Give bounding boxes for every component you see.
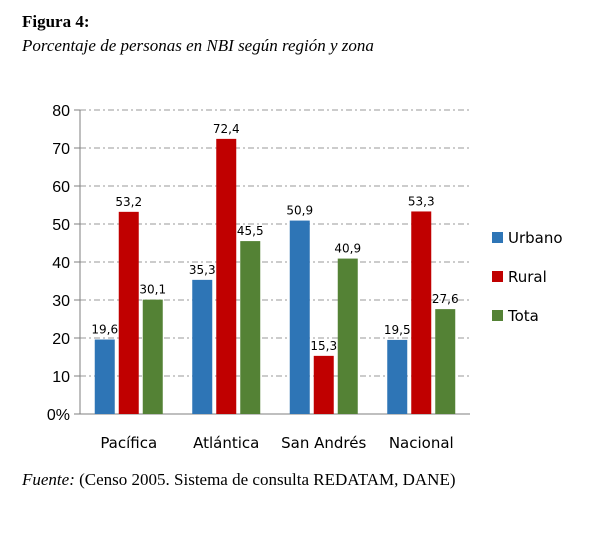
figure-title: Porcentaje de personas en NBI según regi… xyxy=(22,36,374,55)
axes: 0% 10 20 30 40 50 60 70 80 Pacífica Atlántica San A… xyxy=(47,103,470,452)
source-label: Fuente: xyxy=(22,470,75,489)
y-tick-label-70: 70 xyxy=(52,141,70,158)
y-tick-label-60: 60 xyxy=(52,179,70,196)
x-category-label-0: Pacífica xyxy=(100,434,157,452)
bar-urbano-1 xyxy=(192,279,213,414)
bars xyxy=(94,138,456,414)
data-label-tota-3: 27,6 xyxy=(432,292,459,306)
bar-tota-1 xyxy=(240,241,261,414)
bar-urbano-0 xyxy=(94,339,115,414)
legend-label-tota: Tota xyxy=(507,307,539,325)
data-label-rural-1: 72,4 xyxy=(213,122,240,136)
x-category-label-1: Atlántica xyxy=(193,434,259,452)
data-label-tota-0: 30,1 xyxy=(139,283,166,297)
data-label-rural-0: 53,2 xyxy=(115,195,142,209)
y-tick-label-20: 20 xyxy=(52,331,70,348)
x-category-label-2: San Andrés xyxy=(281,434,366,452)
bar-tota-2 xyxy=(337,258,358,414)
source-note: Fuente: (Censo 2005. Sistema de consulta… xyxy=(22,470,455,490)
data-label-urbano-2: 50,9 xyxy=(286,204,313,218)
legend: Urbano Rural Tota xyxy=(492,229,563,325)
y-tick-label-40: 40 xyxy=(52,255,70,272)
bar-tota-0 xyxy=(142,299,163,414)
data-label-rural-3: 53,3 xyxy=(408,194,435,208)
bar-rural-2 xyxy=(313,355,334,414)
bar-rural-3 xyxy=(411,211,432,414)
data-label-tota-1: 45,5 xyxy=(237,224,264,238)
bar-rural-1 xyxy=(216,138,237,414)
data-label-urbano-1: 35,3 xyxy=(189,263,216,277)
y-tick-label-80: 80 xyxy=(52,103,70,120)
legend-label-rural: Rural xyxy=(508,268,547,286)
bar-rural-0 xyxy=(118,211,139,414)
y-tick-label-10: 10 xyxy=(52,369,70,386)
data-label-tota-2: 40,9 xyxy=(334,242,361,256)
y-tick-label-50: 50 xyxy=(52,217,70,234)
bar-urbano-3 xyxy=(387,339,408,414)
y-tick-label-30: 30 xyxy=(52,293,70,310)
legend-swatch-rural xyxy=(492,271,503,282)
x-category-label-3: Nacional xyxy=(389,434,454,452)
bar-urbano-2 xyxy=(289,220,310,414)
legend-swatch-tota xyxy=(492,310,503,321)
data-label-urbano-3: 19,5 xyxy=(384,323,411,337)
data-labels: 19,6 53,2 30,1 35,3 72,4 45,5 50,9 15,3 40,9 19,5… xyxy=(91,122,458,353)
bar-chart: 0% 10 20 30 40 50 60 70 80 Pacífica Atlántica San A… xyxy=(47,103,563,452)
bar-tota-3 xyxy=(435,309,456,414)
figure-label: Figura 4: xyxy=(22,12,90,31)
data-label-rural-2: 15,3 xyxy=(310,339,337,353)
y-tick-label-0: 0% xyxy=(47,407,70,424)
legend-swatch-urbano xyxy=(492,232,503,243)
data-label-urbano-0: 19,6 xyxy=(91,323,118,337)
legend-label-urbano: Urbano xyxy=(508,229,563,247)
source-text: (Censo 2005. Sistema de consulta REDATAM… xyxy=(79,470,456,489)
